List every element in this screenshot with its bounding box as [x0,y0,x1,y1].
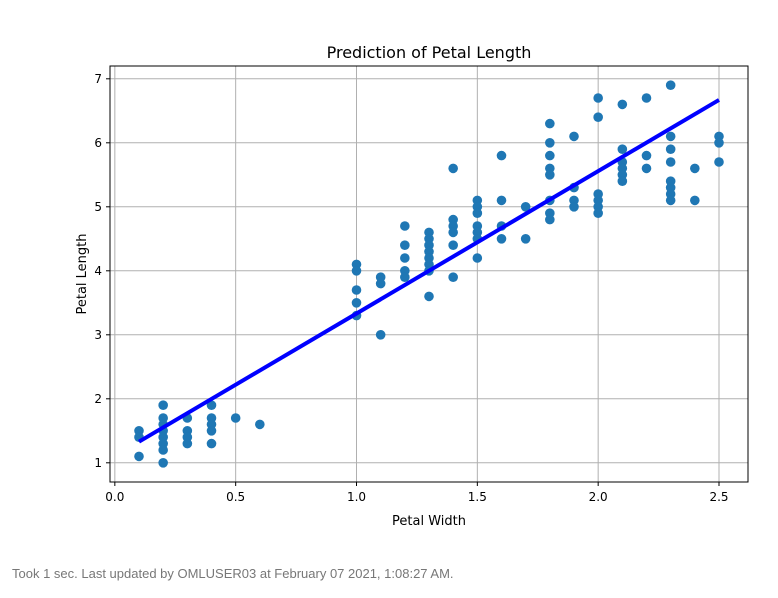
data-point [448,240,458,250]
data-point [545,138,555,148]
data-point [545,170,555,180]
y-tick-label: 6 [94,136,102,150]
chart-title: Prediction of Petal Length [327,43,532,62]
x-tick-label: 1.0 [347,490,366,504]
data-point [206,438,217,449]
data-point [496,234,507,244]
data-point [545,150,555,161]
data-point [400,253,410,263]
data-point [641,150,652,161]
data-point [472,253,483,263]
data-point [665,144,676,154]
data-point [400,272,410,283]
y-tick-label: 3 [94,328,102,342]
data-point [569,202,579,212]
data-point [158,458,168,468]
data-point [472,208,483,218]
data-point [714,157,724,167]
data-point [496,150,507,161]
y-axis-ticks: 1 2 3 4 5 6 7 [94,72,110,470]
data-point [351,298,362,308]
data-point [665,157,676,167]
data-point [520,202,531,212]
x-axis-ticks: 0.0 0.5 1.0 1.5 2.0 2.5 [105,482,729,504]
x-tick-label: 2.5 [709,490,728,504]
data-point [206,426,217,436]
data-point [617,99,628,110]
data-point [255,419,265,430]
y-axis-label: Petal Length [75,233,90,314]
data-point [545,214,555,225]
plot-area-frame [109,65,749,483]
x-tick-label: 2.0 [589,490,608,504]
data-point [690,195,700,206]
data-points [134,80,724,468]
data-point [496,195,507,206]
data-point [593,208,603,218]
data-point [690,163,700,174]
x-tick-label: 0.5 [226,490,245,504]
data-point [545,118,555,129]
data-point [641,93,652,103]
data-point [448,272,458,283]
data-point [375,330,386,340]
data-point [593,112,603,122]
data-point [665,80,676,90]
data-point [665,195,676,206]
data-point [400,240,410,250]
y-tick-label: 7 [94,72,102,86]
data-point [158,400,168,411]
data-point [158,445,168,455]
data-point [230,413,241,423]
data-point [134,451,144,462]
data-point [665,131,676,142]
x-tick-label: 0.0 [105,490,124,504]
y-tick-label: 5 [94,200,102,214]
x-tick-label: 1.5 [468,490,487,504]
regression-line [137,98,721,444]
data-point [520,234,531,244]
data-point [351,285,362,295]
y-tick-label: 1 [94,456,102,470]
data-point [448,163,458,174]
data-point [617,144,628,154]
y-tick-label: 2 [94,392,102,406]
data-point [714,138,724,148]
data-point [206,400,217,411]
x-axis-label: Petal Width [392,514,466,529]
status-text: Took 1 sec. Last updated by OMLUSER03 at… [12,566,454,581]
scatter-chart: 0.0 0.5 1.0 1.5 2.0 2.5 1 2 3 4 5 6 7 Prediction of… [75,43,749,529]
y-tick-label: 4 [94,264,102,278]
data-point [424,291,434,302]
data-point [641,163,652,174]
data-point [593,93,603,103]
data-point [351,266,362,276]
data-point [182,438,193,449]
data-point [569,131,579,142]
data-point [448,227,458,238]
data-point [400,221,410,231]
data-point [617,176,628,186]
data-point [375,278,386,289]
